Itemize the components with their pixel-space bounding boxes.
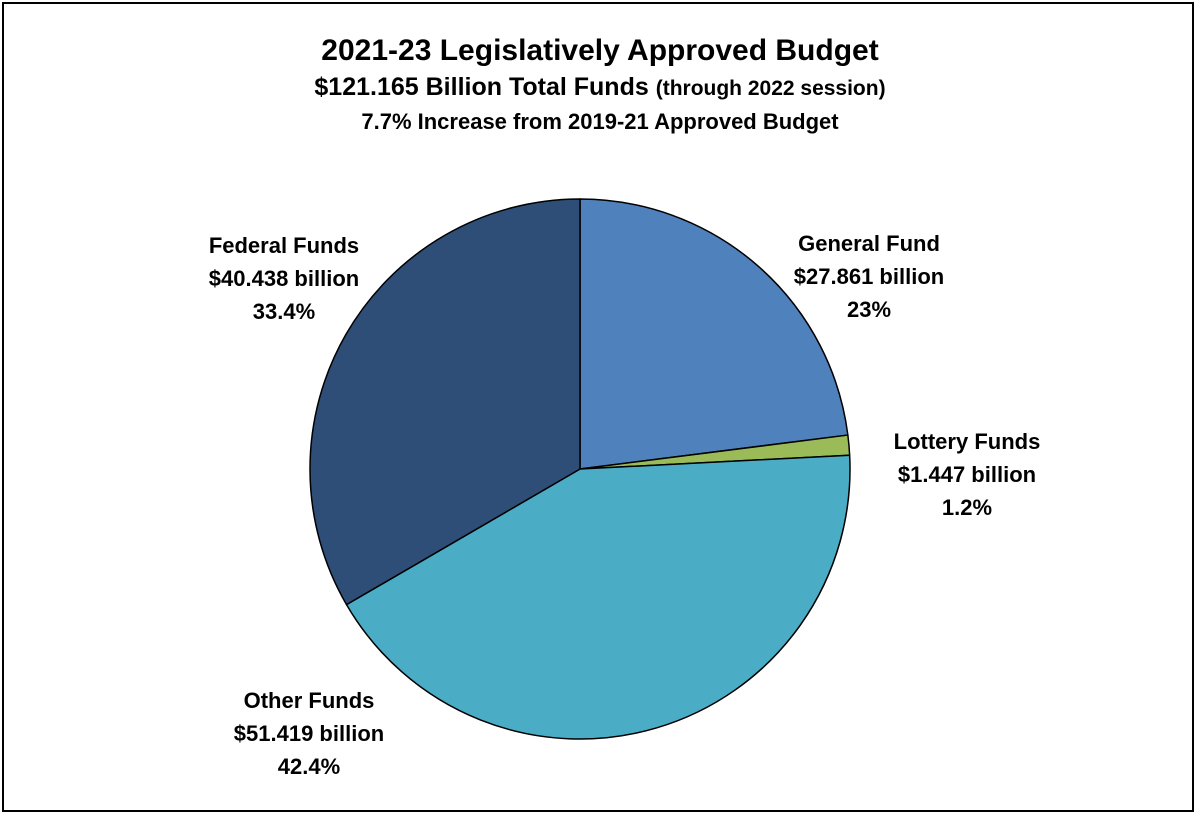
slice-percent: 42.4% <box>277 754 341 779</box>
slice-percent: 33.4% <box>252 299 316 324</box>
slice-label-lottery-funds: Lottery Funds $1.447 billion 1.2% <box>872 425 1062 524</box>
slice-name: Lottery Funds <box>893 429 1041 454</box>
slice-percent: 23% <box>846 297 892 322</box>
slice-value: $1.447 billion <box>897 462 1037 487</box>
chart-subtitle: $121.165 Billion Total Funds (through 20… <box>4 70 1196 106</box>
pie-slice-federal-funds <box>309 198 581 606</box>
slice-value: $51.419 billion <box>233 721 385 746</box>
slice-percent: 1.2% <box>941 495 993 520</box>
subtitle-note: (through 2022 session) <box>655 77 886 100</box>
slice-label-general-fund: General Fund $27.861 billion 23% <box>789 227 949 326</box>
pie-slice-other-funds <box>345 454 851 740</box>
chart-subtitle-2: 7.7% Increase from 2019-21 Approved Budg… <box>361 109 839 134</box>
pie-slice-general-fund <box>579 198 849 470</box>
slice-name: General Fund <box>798 231 940 256</box>
slice-value: $40.438 billion <box>208 266 360 291</box>
slice-name: Federal Funds <box>208 233 360 258</box>
slice-label-other-funds: Other Funds $51.419 billion 42.4% <box>214 684 404 783</box>
pie-chart <box>309 198 851 740</box>
chart-title: 2021-23 Legislatively Approved Budget <box>321 34 879 67</box>
subtitle-main: $121.165 Billion Total Funds <box>314 73 649 101</box>
slice-label-federal-funds: Federal Funds $40.438 billion 33.4% <box>189 229 379 328</box>
title-block: 2021-23 Legislatively Approved Budget $1… <box>4 32 1196 138</box>
pie-slices <box>309 198 851 740</box>
slice-value: $27.861 billion <box>793 264 945 289</box>
slice-name: Other Funds <box>243 688 375 713</box>
